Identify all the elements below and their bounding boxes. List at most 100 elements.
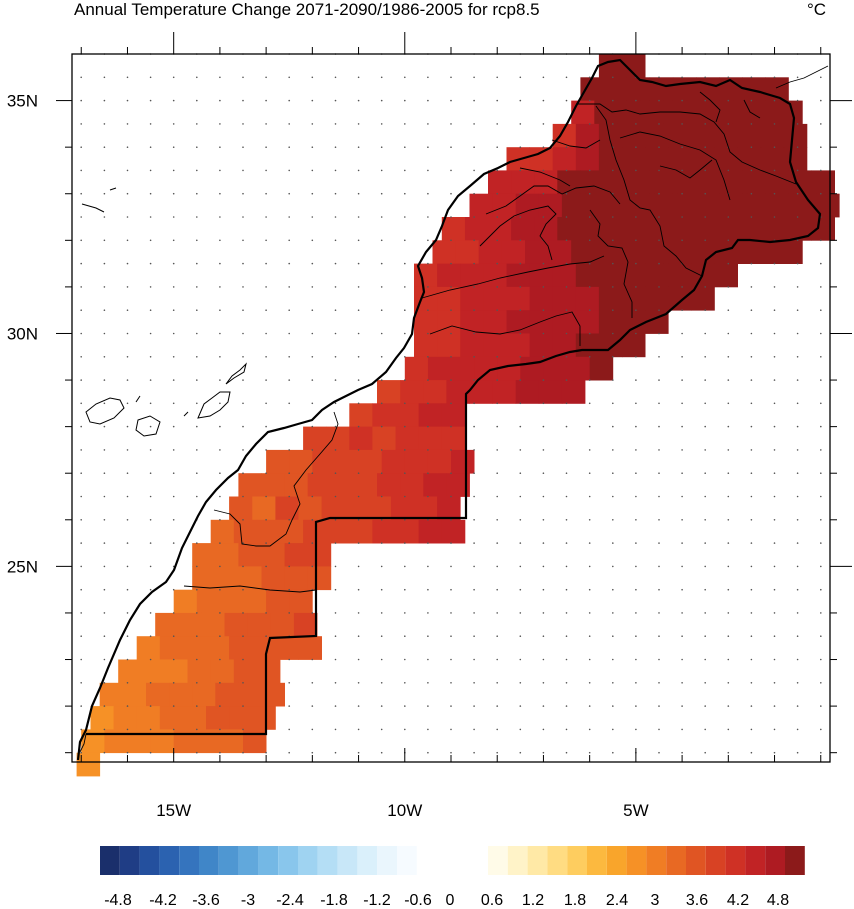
colorbar-label: -3 xyxy=(241,892,255,909)
grid-dot xyxy=(126,332,129,335)
grid-dot xyxy=(727,682,730,684)
grid-dot xyxy=(288,192,291,195)
grid-dot xyxy=(334,705,337,707)
grid-cell xyxy=(575,286,600,311)
grid-dot xyxy=(612,542,614,544)
grid-dot xyxy=(103,146,106,148)
grid-cell xyxy=(691,123,715,148)
grid-dot xyxy=(519,751,522,754)
grid-cell xyxy=(529,310,554,334)
grid-dot xyxy=(219,425,221,428)
grid-dot xyxy=(311,169,314,172)
grid-dot xyxy=(265,356,267,358)
grid-dot xyxy=(288,565,291,568)
grid-cell xyxy=(423,473,447,497)
grid-dot xyxy=(311,705,314,707)
grid-dot xyxy=(473,76,475,79)
grid-dot xyxy=(219,262,221,265)
grid-cell xyxy=(691,286,715,311)
grid-cell xyxy=(441,217,466,241)
grid-dot xyxy=(172,262,175,265)
colorbar-swatch-negative xyxy=(337,846,358,875)
grid-dot xyxy=(311,728,314,731)
grid-dot xyxy=(773,99,776,102)
grid-cell xyxy=(714,147,738,171)
colorbar-swatch-negative xyxy=(119,846,140,875)
grid-dot xyxy=(773,705,776,707)
grid-dot xyxy=(565,309,568,312)
grid-cell xyxy=(506,263,530,288)
grid-dot xyxy=(265,635,267,637)
grid-dot xyxy=(588,565,591,568)
grid-dot xyxy=(588,239,591,242)
grid-dot xyxy=(473,332,475,335)
grid-dot xyxy=(80,449,82,451)
colorbar-swatch-negative xyxy=(199,846,219,875)
grid-dot xyxy=(196,123,198,125)
units-label: °C xyxy=(807,0,827,19)
grid-cell xyxy=(414,333,438,358)
grid-dot xyxy=(496,658,499,661)
grid-cell xyxy=(645,147,669,171)
grid-dot xyxy=(750,658,753,661)
grid-dot xyxy=(750,495,753,498)
grid-dot xyxy=(149,192,152,195)
grid-dot xyxy=(219,472,221,475)
grid-cell xyxy=(732,100,757,125)
grid-dot xyxy=(635,146,637,148)
grid-cell xyxy=(700,193,725,218)
grid-dot xyxy=(612,612,614,614)
colorbar-label: -1.8 xyxy=(320,892,348,909)
grid-cell xyxy=(390,496,415,521)
grid-dot xyxy=(311,239,314,242)
grid-dot xyxy=(242,262,244,265)
grid-dot xyxy=(658,705,660,707)
grid-dot xyxy=(820,262,822,265)
colorbar-label: 2.4 xyxy=(606,892,628,909)
grid-dot xyxy=(380,705,383,707)
grid-dot xyxy=(80,519,82,521)
grid-dot xyxy=(681,495,683,498)
grid-dot xyxy=(796,565,799,568)
grid-dot xyxy=(704,309,706,312)
grid-dot xyxy=(380,751,383,754)
grid-dot xyxy=(126,705,129,707)
grid-dot xyxy=(773,286,776,288)
grid-cell xyxy=(141,659,165,684)
grid-dot xyxy=(242,751,244,754)
grid-dot xyxy=(542,286,545,288)
grid-dot xyxy=(565,239,568,242)
grid-cell xyxy=(252,636,276,660)
grid-dot xyxy=(612,705,614,707)
grid-dot xyxy=(588,612,591,614)
grid-cell xyxy=(672,217,697,241)
grid-dot xyxy=(149,379,152,381)
grid-dot xyxy=(80,472,82,475)
grid-cell xyxy=(649,77,674,101)
grid-dot xyxy=(750,286,753,288)
grid-dot xyxy=(820,425,822,428)
grid-dot xyxy=(334,99,337,102)
grid-dot xyxy=(172,449,175,451)
grid-dot xyxy=(820,682,822,684)
grid-dot xyxy=(635,309,637,312)
grid-dot xyxy=(80,356,82,358)
grid-dot xyxy=(404,146,406,148)
grid-cell xyxy=(252,706,276,730)
colorbar-swatch-negative xyxy=(278,846,298,875)
grid-dot xyxy=(496,472,499,475)
grid-dot xyxy=(635,588,637,591)
grid-dot xyxy=(126,379,129,381)
grid-dot xyxy=(820,519,822,521)
grid-cell xyxy=(164,659,188,684)
grid-dot xyxy=(727,751,730,754)
grid-cell xyxy=(372,519,396,544)
grid-dot xyxy=(450,379,452,381)
grid-dot xyxy=(219,751,221,754)
mauritania-coast-fragment xyxy=(79,733,87,753)
grid-dot xyxy=(80,542,82,544)
grid-dot xyxy=(496,216,499,218)
grid-dot xyxy=(750,635,753,637)
grid-dot xyxy=(820,192,822,195)
grid-dot xyxy=(288,123,291,125)
